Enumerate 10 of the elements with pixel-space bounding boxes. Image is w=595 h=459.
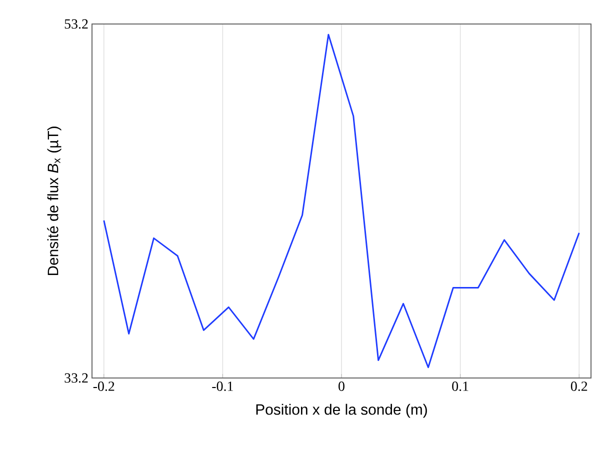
y-tick-label: 33.2 — [64, 373, 88, 383]
x-tick-label: 0.2 — [570, 382, 588, 391]
line-series — [103, 34, 580, 368]
x-tick-label: 0 — [338, 382, 344, 391]
x-axis-title: Position x de la sonde (m) — [256, 404, 427, 418]
x-tick-label: 0.1 — [452, 382, 468, 391]
x-tick-label: -0.1 — [212, 382, 233, 391]
y-axis-title: Densité de flux B$_{x}$ (µT) — [47, 126, 62, 276]
y-tick-label: 53.2 — [64, 19, 88, 29]
x-tick-label: -0.2 — [93, 382, 114, 391]
